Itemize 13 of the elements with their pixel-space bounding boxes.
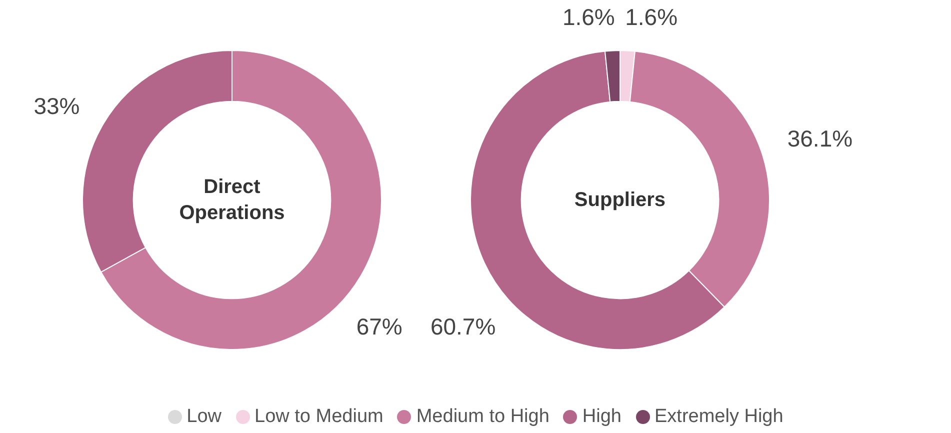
data-label: 36.1% bbox=[787, 125, 853, 152]
legend-label: Low to Medium bbox=[254, 406, 384, 428]
data-label: 1.6% bbox=[562, 4, 615, 30]
text: Direct Operations bbox=[178, 175, 286, 226]
legend-label: High bbox=[582, 406, 622, 428]
legend-label: Extremely High bbox=[654, 406, 784, 428]
data-label: 1.6% bbox=[625, 4, 678, 30]
data-label: 33% bbox=[34, 92, 80, 119]
text: Suppliers bbox=[574, 189, 666, 211]
legend-label: Low bbox=[186, 406, 222, 428]
data-label: 60.7% bbox=[430, 314, 496, 340]
data-label: 67% bbox=[356, 314, 402, 340]
legend-label: Medium to High bbox=[416, 406, 550, 428]
